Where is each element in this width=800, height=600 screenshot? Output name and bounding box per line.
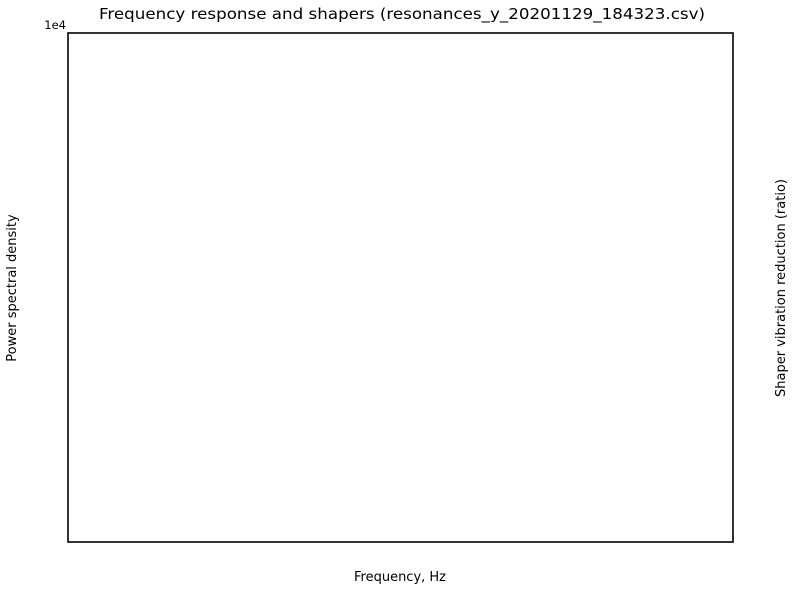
chart-title: Frequency response and shapers (resonanc…: [99, 5, 705, 24]
plot-background: [68, 33, 733, 542]
y-right-axis-label: Shaper vibration reduction (ratio): [774, 179, 789, 397]
x-axis-label: Frequency, Hz: [354, 570, 446, 585]
axes-frame: [67, 32, 734, 543]
y-left-offset-label: 1e4: [44, 18, 66, 32]
y-left-axis-label: Power spectral density: [5, 214, 20, 362]
